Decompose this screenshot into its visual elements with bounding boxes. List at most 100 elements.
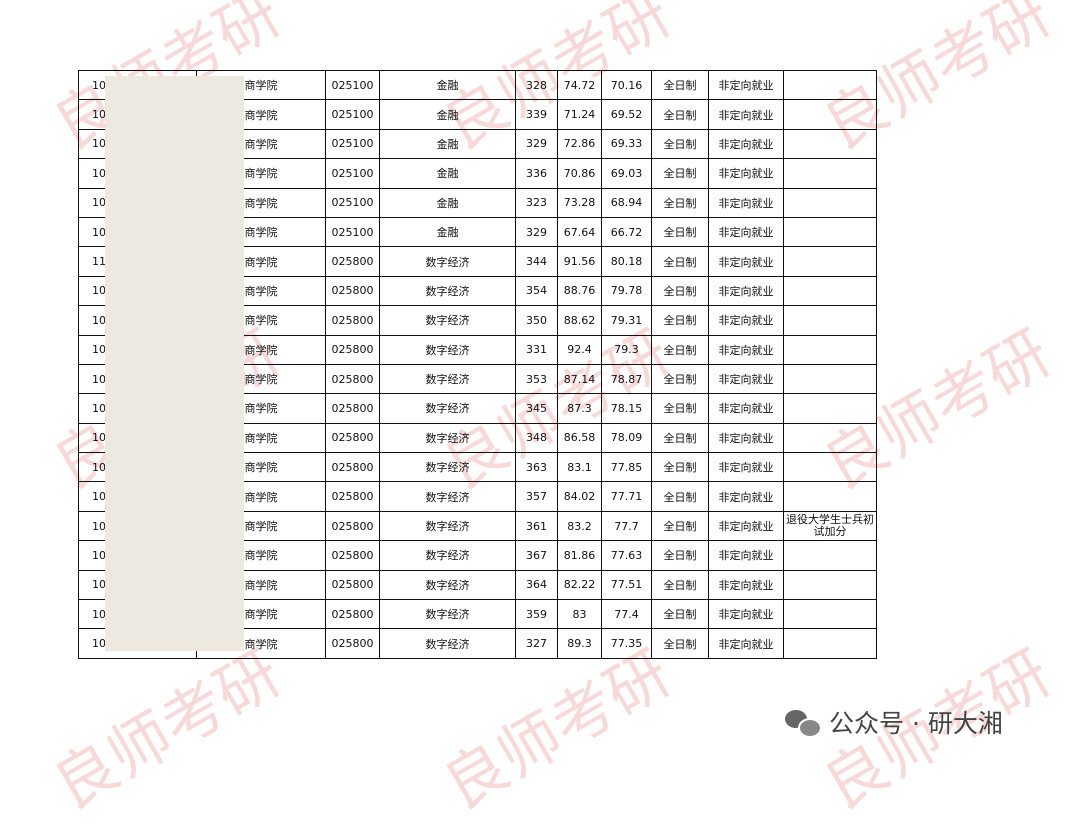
table-cell: 025800 bbox=[325, 422, 380, 454]
table-cell: 非定向就业 bbox=[708, 510, 784, 542]
table-cell bbox=[783, 599, 877, 630]
table-cell: 69.33 bbox=[601, 128, 652, 160]
table-cell: 348 bbox=[515, 422, 558, 454]
table-cell: 全日制 bbox=[651, 305, 709, 336]
table-cell: 72.86 bbox=[557, 128, 602, 160]
table-cell: 非定向就业 bbox=[708, 481, 784, 512]
table-cell: 025100 bbox=[325, 158, 380, 189]
table-cell: 全日制 bbox=[651, 158, 709, 189]
table-cell: 78.09 bbox=[601, 422, 652, 454]
table-cell bbox=[783, 422, 877, 454]
table-cell bbox=[783, 452, 877, 483]
table-cell: 025800 bbox=[325, 628, 380, 659]
table-cell bbox=[783, 540, 877, 571]
table-cell: 非定向就业 bbox=[708, 363, 784, 395]
table-cell: 非定向就业 bbox=[708, 569, 784, 601]
table-cell: 82.22 bbox=[557, 569, 602, 601]
table-cell: 364 bbox=[515, 569, 558, 601]
table-cell: 345 bbox=[515, 393, 558, 424]
table-cell: 全日制 bbox=[651, 540, 709, 571]
table-cell: 70.86 bbox=[557, 158, 602, 189]
table-cell: 非定向就业 bbox=[708, 334, 784, 365]
table-cell: 全日制 bbox=[651, 393, 709, 424]
table-cell: 327 bbox=[515, 628, 558, 659]
table-cell: 025800 bbox=[325, 246, 380, 277]
table-cell: 71.24 bbox=[557, 99, 602, 130]
table-cell: 全日制 bbox=[651, 216, 709, 248]
table-cell: 025800 bbox=[325, 275, 380, 307]
table-cell: 全日制 bbox=[651, 599, 709, 630]
table-cell: 89.3 bbox=[557, 628, 602, 659]
table-cell: 66.72 bbox=[601, 216, 652, 248]
table-cell: 77.4 bbox=[601, 599, 652, 630]
table-cell: 79.3 bbox=[601, 334, 652, 365]
table-cell: 非定向就业 bbox=[708, 275, 784, 307]
table-cell: 68.94 bbox=[601, 187, 652, 218]
table-cell: 非定向就业 bbox=[708, 69, 784, 101]
table-cell: 全日制 bbox=[651, 628, 709, 659]
table-cell: 全日制 bbox=[651, 334, 709, 365]
table-cell: 363 bbox=[515, 452, 558, 483]
table-cell: 全日制 bbox=[651, 99, 709, 130]
table-cell: 91.56 bbox=[557, 246, 602, 277]
table-cell: 329 bbox=[515, 216, 558, 248]
table-cell: 数字经济 bbox=[379, 510, 516, 542]
table-cell: 73.28 bbox=[557, 187, 602, 218]
table-cell: 353 bbox=[515, 363, 558, 395]
table-cell: 金融 bbox=[379, 69, 516, 101]
table-cell: 025800 bbox=[325, 599, 380, 630]
table-cell: 025800 bbox=[325, 334, 380, 365]
table-cell bbox=[783, 158, 877, 189]
table-cell bbox=[783, 305, 877, 336]
table-cell: 79.31 bbox=[601, 305, 652, 336]
table-cell bbox=[783, 363, 877, 395]
table-cell: 79.78 bbox=[601, 275, 652, 307]
table-cell: 77.63 bbox=[601, 540, 652, 571]
table-cell: 数字经济 bbox=[379, 334, 516, 365]
table-cell: 78.87 bbox=[601, 363, 652, 395]
table-cell: 025100 bbox=[325, 69, 380, 101]
table-cell: 83 bbox=[557, 599, 602, 630]
table-cell: 80.18 bbox=[601, 246, 652, 277]
table-cell: 357 bbox=[515, 481, 558, 512]
table-cell bbox=[783, 128, 877, 160]
redacted-region bbox=[105, 76, 244, 651]
table-cell: 数字经济 bbox=[379, 246, 516, 277]
table-cell: 数字经济 bbox=[379, 275, 516, 307]
table-cell: 数字经济 bbox=[379, 305, 516, 336]
table-cell: 全日制 bbox=[651, 422, 709, 454]
table-cell: 金融 bbox=[379, 128, 516, 160]
table-cell: 非定向就业 bbox=[708, 216, 784, 248]
table-cell bbox=[783, 628, 877, 659]
table-cell bbox=[783, 216, 877, 248]
table-cell: 77.7 bbox=[601, 510, 652, 542]
table-cell: 67.64 bbox=[557, 216, 602, 248]
table-cell: 92.4 bbox=[557, 334, 602, 365]
table-cell: 70.16 bbox=[601, 69, 652, 101]
table-cell: 非定向就业 bbox=[708, 246, 784, 277]
table-cell: 339 bbox=[515, 99, 558, 130]
table-cell: 非定向就业 bbox=[708, 158, 784, 189]
table-cell: 361 bbox=[515, 510, 558, 542]
table-cell: 69.03 bbox=[601, 158, 652, 189]
footer: 公众号 · 研大湘 bbox=[785, 704, 1003, 740]
table-cell: 非定向就业 bbox=[708, 305, 784, 336]
table-cell: 025800 bbox=[325, 540, 380, 571]
table-cell: 88.62 bbox=[557, 305, 602, 336]
table-cell: 344 bbox=[515, 246, 558, 277]
table-cell: 全日制 bbox=[651, 452, 709, 483]
table-cell: 全日制 bbox=[651, 569, 709, 601]
table-cell: 025800 bbox=[325, 510, 380, 542]
table-cell: 025800 bbox=[325, 452, 380, 483]
table-cell: 全日制 bbox=[651, 128, 709, 160]
table-cell: 金融 bbox=[379, 99, 516, 130]
table-cell: 331 bbox=[515, 334, 558, 365]
table-row: 10 商学院 025100 金融 328 74.72 70.16 全日制 非定向就业 bbox=[78, 69, 877, 101]
table-cell: 数字经济 bbox=[379, 628, 516, 659]
table-cell: 数字经济 bbox=[379, 569, 516, 601]
table-cell: 非定向就业 bbox=[708, 99, 784, 130]
table-cell: 非定向就业 bbox=[708, 540, 784, 571]
table-cell bbox=[783, 69, 877, 101]
table-cell: 数字经济 bbox=[379, 481, 516, 512]
table-cell: 329 bbox=[515, 128, 558, 160]
